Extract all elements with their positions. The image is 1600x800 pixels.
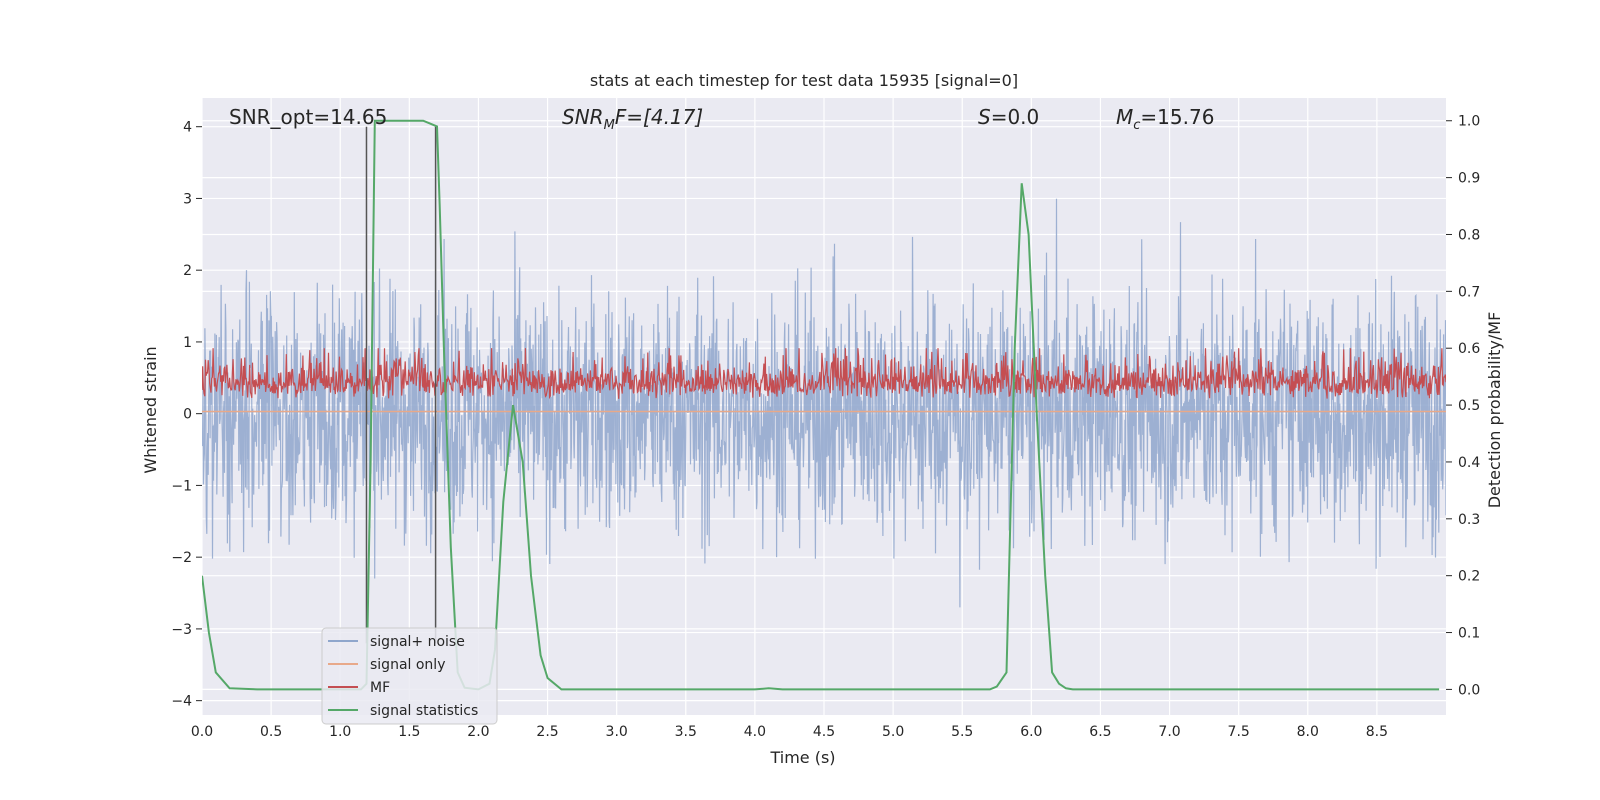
x-tick-label: 8.0 xyxy=(1297,724,1319,740)
annotation-snr-opt: SNR_opt=14.65 xyxy=(229,105,387,129)
annotation-snr-mf-rest: F=[4.17] xyxy=(615,105,703,129)
x-tick-label: 5.0 xyxy=(882,724,904,740)
legend-label-signal-statistics: signal statistics xyxy=(370,703,478,719)
y-tick-label-left: −1 xyxy=(171,478,192,494)
y-tick-label-left: 3 xyxy=(183,191,192,207)
y-tick-label-right: 0.8 xyxy=(1458,227,1480,243)
y-tick-label-left: 2 xyxy=(183,263,192,279)
x-tick-label: 3.0 xyxy=(606,724,628,740)
y-tick-label-right: 0.9 xyxy=(1458,171,1480,187)
y-tick-label-right: 0.7 xyxy=(1458,284,1480,300)
x-tick-label: 7.0 xyxy=(1158,724,1180,740)
y-tick-label-right: 0.3 xyxy=(1458,512,1480,528)
y-tick-label-right: 0.2 xyxy=(1458,569,1480,585)
y-tick-label-left: 1 xyxy=(183,335,192,351)
annotation-snr-mf-sub: M xyxy=(604,118,615,133)
x-tick-label: 8.5 xyxy=(1366,724,1388,740)
annotation-mc-main: M xyxy=(1116,105,1133,129)
annotation-mc-sub: c xyxy=(1133,118,1140,133)
y-tick-label-right: 0.5 xyxy=(1458,398,1480,414)
annotation-s: S=0.0 xyxy=(978,105,1039,129)
legend-label-signal-only: signal only xyxy=(370,657,445,673)
x-tick-label: 3.5 xyxy=(675,724,697,740)
x-tick-label: 6.0 xyxy=(1020,724,1042,740)
annotation-s-rest: =0.0 xyxy=(991,105,1040,129)
x-tick-label: 0.0 xyxy=(191,724,213,740)
x-tick-label: 2.0 xyxy=(467,724,489,740)
x-tick-label: 1.0 xyxy=(329,724,351,740)
y-tick-label-left: 0 xyxy=(183,407,192,423)
y-tick-label-right: 0.6 xyxy=(1458,341,1480,357)
y-tick-label-left: −4 xyxy=(171,694,192,710)
y-axis-label-right: Detection probability/MF xyxy=(1485,312,1504,509)
annotation-mc: Mc=15.76 xyxy=(1116,105,1214,133)
annotation-mc-rest: =15.76 xyxy=(1140,105,1214,129)
y-tick-label-right: 0.1 xyxy=(1458,626,1480,642)
annotation-snr-mf: SNRMF=[4.17] xyxy=(562,105,703,133)
x-tick-label: 2.5 xyxy=(536,724,558,740)
x-axis-label: Time (s) xyxy=(769,748,835,767)
y-axis-label-left: Whitened strain xyxy=(141,346,160,473)
y-tick-label-right: 1.0 xyxy=(1458,114,1480,130)
y-tick-label-left: 4 xyxy=(183,120,192,136)
x-tick-label: 7.5 xyxy=(1228,724,1250,740)
x-tick-label: 6.5 xyxy=(1089,724,1111,740)
y-tick-label-right: 0.4 xyxy=(1458,455,1480,471)
y-tick-label-left: −3 xyxy=(171,622,192,638)
mf-series xyxy=(202,348,1446,400)
annotation-s-main: S xyxy=(978,105,991,129)
y-tick-label-left: −2 xyxy=(171,550,192,566)
x-tick-label: 5.5 xyxy=(951,724,973,740)
y-tick-label-right: 0.0 xyxy=(1458,682,1480,698)
chart-title: stats at each timestep for test data 159… xyxy=(590,71,1018,90)
event-markers xyxy=(365,126,437,644)
legend-label-mf: MF xyxy=(370,680,390,696)
legend-label-signal-noise: signal+ noise xyxy=(370,634,465,650)
signal-statistics-series xyxy=(202,119,1440,691)
legend: signal+ noise signal only MF signal stat… xyxy=(321,627,498,725)
x-tick-label: 0.5 xyxy=(260,724,282,740)
annotation-snr-mf-main: SNR xyxy=(562,105,604,129)
x-tick-label: 4.0 xyxy=(744,724,766,740)
x-tick-label: 4.5 xyxy=(813,724,835,740)
signal-plus-noise-series xyxy=(202,198,1446,608)
x-tick-label: 1.5 xyxy=(398,724,420,740)
